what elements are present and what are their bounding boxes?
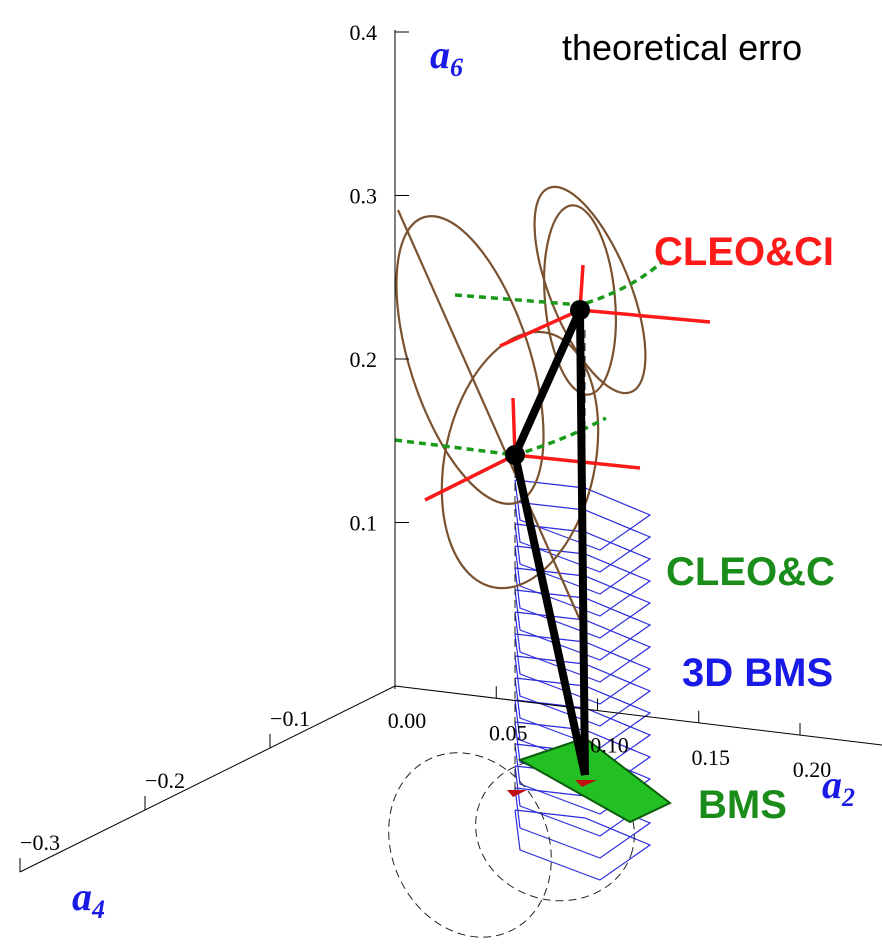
axis-subscript: 6 [450,53,463,82]
red-axes [424,264,711,502]
zigzag-line [514,545,652,617]
tick-label: −0.3 [20,830,60,855]
axis-label: a6 [430,32,463,82]
tick-label: 0.3 [350,184,378,209]
projection-ellipses [388,330,635,938]
tick-label: −0.2 [145,768,185,793]
error-ellipses [395,185,647,621]
triangle [511,308,589,776]
title: theoretical erro [562,27,802,68]
tick-label: 0.15 [692,745,731,770]
axis-subscript: 4 [91,895,105,924]
annotation: 3D BMS [682,651,833,695]
tick-label: 0.05 [489,720,528,745]
zigzag-line [514,479,652,551]
axis-label: a4 [72,874,105,924]
point [570,300,590,320]
annotation: CLEO&C [666,550,835,594]
axis-symbol: a [72,874,92,919]
plot-shapes [388,185,711,938]
marker [575,780,597,787]
axis-label: a2 [822,762,855,812]
tick-label: 0.2 [350,347,378,372]
tick-label: 0.1 [350,511,378,536]
zigzag-line [514,677,652,749]
annotation: BMS [698,783,787,827]
axis-subscript: 2 [841,783,855,812]
zigzag-line [514,655,652,727]
zigzag-line [514,787,652,859]
zigzag-line [514,633,652,705]
zigzag-line [514,589,652,661]
tick-label: −0.1 [270,706,310,731]
axes [19,30,882,873]
axis-symbol: a [822,762,842,807]
marker [507,790,527,797]
tick-label: 0.10 [590,733,629,758]
ticks: 0.1 0.2 0.3 0.4 0.00 0.05 0.10 0.15 0.20 −0.1 −0.2… [19,20,832,872]
point [505,445,525,465]
zigzag-line [514,809,652,881]
zigzag-line [514,501,652,573]
zigzag-line [514,567,652,639]
tick-label: 0.4 [350,20,378,45]
tick-label: 0.20 [793,757,832,782]
zigzag-line [514,611,652,683]
annotation: CLEO&CI [654,230,834,274]
axis-symbol: a [430,32,450,77]
tick-label: 0.00 [388,708,427,733]
